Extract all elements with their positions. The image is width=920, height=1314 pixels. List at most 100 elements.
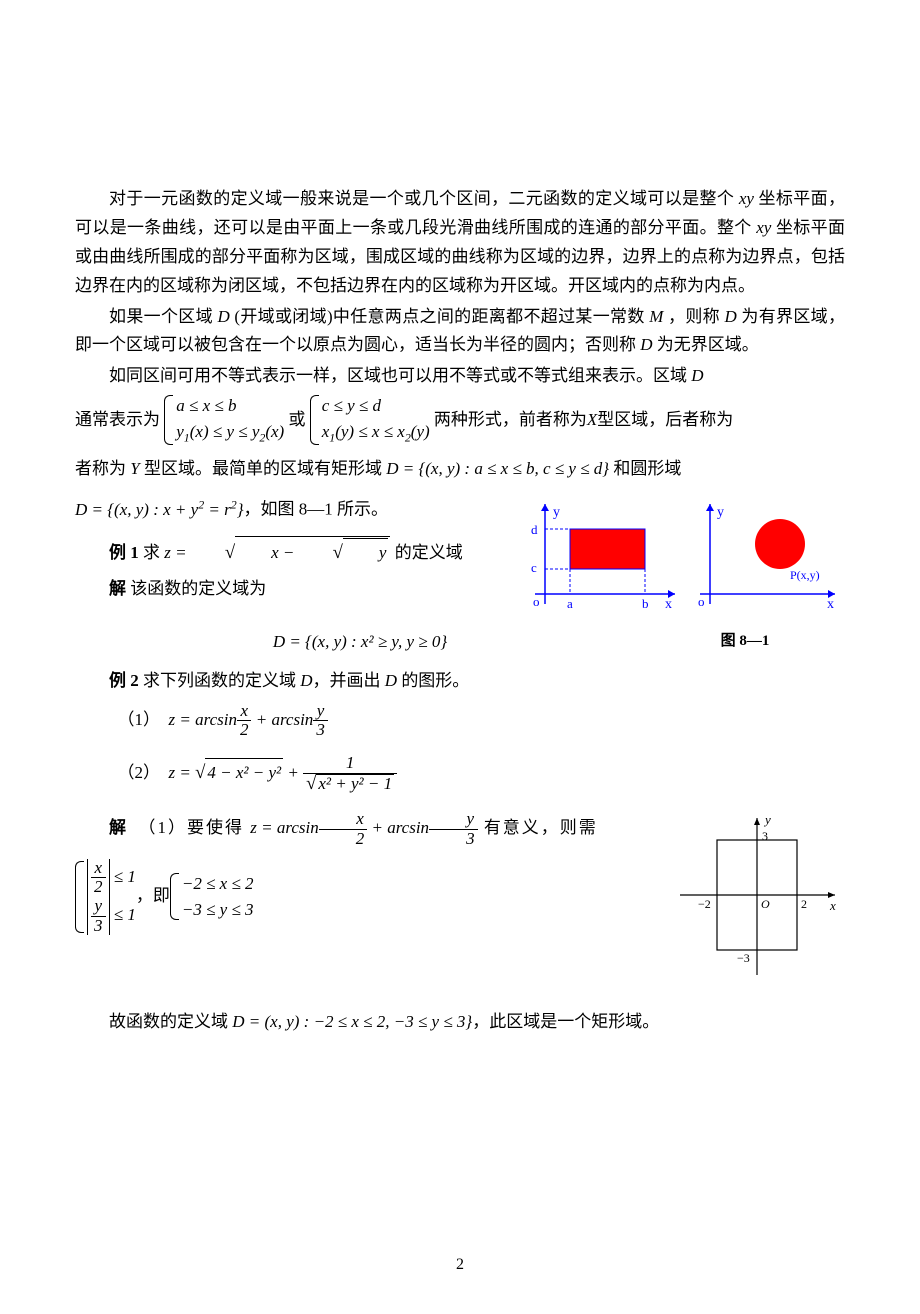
fig-label-O: O xyxy=(761,897,770,911)
paragraph-3a: 如同区间可用不等式表示一样，区域也可以用不等式或不等式组来表示。区域 D xyxy=(75,362,845,391)
ex2-sub2: （2） z = 4 − x² − y² + 1x² + y² − 1 xyxy=(75,754,845,794)
fig-label-o: o xyxy=(533,594,540,609)
text: 者称为 xyxy=(75,459,130,478)
figure-label: 图 8—1 xyxy=(645,629,845,655)
page-number: 2 xyxy=(0,1256,920,1274)
cases-bounds: −2 ≤ x ≤ 2 −3 ≤ y ≤ 3 xyxy=(170,871,254,922)
circ-domain-line: D = {(x, y) : x + y2 = r2}，如图 8—1 所示。 xyxy=(75,494,515,525)
ex1-domain: D = {(x, y) : x² ≥ y, y ≥ 0} xyxy=(75,628,645,657)
math-D: D xyxy=(725,307,737,326)
text: （1）要使得 xyxy=(139,818,251,837)
row-circ-domain: D = {(x, y) : x + y2 = r2}，如图 8—1 所示。 例 … xyxy=(75,494,845,624)
figure-8-1-svg: y x o a b c d y x o xyxy=(525,494,845,614)
math-D: D xyxy=(385,671,397,690)
ex2-1-eq: z = arcsinx2 + arcsiny3 xyxy=(169,710,328,729)
case-row: a ≤ x ≤ b xyxy=(176,393,284,419)
solution-2-1: 解 （1）要使得 z = arcsinx2 + arcsiny3 有意义，则需 xyxy=(75,810,660,848)
fig-label-b: b xyxy=(642,596,649,611)
fig-label-y: y xyxy=(553,505,560,520)
text: ，即 xyxy=(136,882,170,911)
math-Y: Y xyxy=(130,459,139,478)
fig-label-pos2: 2 xyxy=(801,897,807,911)
final-domain: D = (x, y) : −2 ≤ x ≤ 2, −3 ≤ y ≤ 3} xyxy=(232,1012,472,1031)
rect-domain: D = {(x, y) : a ≤ x ≤ b, c ≤ y ≤ d} xyxy=(386,459,609,478)
fig-label-neg3: −3 xyxy=(737,951,750,965)
example-label: 例 1 xyxy=(109,543,139,562)
ex2-sub1: （1） z = arcsinx2 + arcsiny3 xyxy=(75,702,845,740)
text-or: 或 xyxy=(288,406,305,435)
case-row: y3 ≤ 1 xyxy=(87,897,136,935)
fig-label-P: P(x,y) xyxy=(790,568,820,582)
case-row: −2 ≤ x ≤ 2 xyxy=(182,871,254,897)
text: ，并画出 xyxy=(313,671,385,690)
text: 两种形式，前者称为 xyxy=(434,406,587,435)
text: 型区域，后者称为 xyxy=(597,406,733,435)
paragraph-1: 对于一元函数的定义域一般来说是一个或几个区间，二元函数的定义域可以是整个 xy … xyxy=(75,185,845,301)
text: 求 xyxy=(139,543,165,562)
text: 通常表示为 xyxy=(75,406,160,435)
fig-label-pos3: 3 xyxy=(762,829,768,843)
sub-label: （1） xyxy=(118,710,161,729)
example-1: 例 1 求 z = x − y 的定义域 xyxy=(75,536,515,569)
solution-row: 解 （1）要使得 z = arcsinx2 + arcsiny3 有意义，则需 … xyxy=(75,810,845,990)
case-row: −3 ≤ y ≤ 3 xyxy=(182,897,254,923)
text: 的图形。 xyxy=(397,671,469,690)
fig-label-neg2: −2 xyxy=(698,897,711,911)
text: ，此区域是一个矩形域。 xyxy=(472,1012,659,1031)
text: 如同区间可用不等式表示一样，区域也可以用不等式或不等式组来表示。区域 xyxy=(109,366,691,385)
fig-label-d: d xyxy=(531,522,538,537)
case-row: c ≤ y ≤ d xyxy=(322,393,430,419)
math-D: D xyxy=(640,335,652,354)
figure-rect-svg: x y O −2 2 3 −3 xyxy=(670,810,845,980)
figure-rect-domain: x y O −2 2 3 −3 xyxy=(670,810,845,990)
fig-label-y: y xyxy=(717,505,724,520)
text: 求下列函数的定义域 xyxy=(139,671,301,690)
text: 型区域。最简单的区域有矩形域 xyxy=(140,459,387,478)
text: 该函数的定义域为 xyxy=(126,579,266,598)
fig-label-x: x xyxy=(665,597,672,612)
math-X: X xyxy=(587,406,597,435)
fig-label-o: o xyxy=(698,594,705,609)
fig-label-a: a xyxy=(567,596,573,611)
fig-label-c: c xyxy=(531,560,537,575)
text: 的定义域 xyxy=(390,543,462,562)
case-row: x1(y) ≤ x ≤ x2(y) xyxy=(322,419,430,447)
text: ，如图 8—1 所示。 xyxy=(244,500,389,519)
text: 和圆形域 xyxy=(609,459,681,478)
text: 如果一个区域 xyxy=(109,307,218,326)
ex1-equation: z = x − y xyxy=(164,543,390,562)
figure-8-1: y x o a b c d y x o xyxy=(525,494,845,624)
page-content: 对于一元函数的定义域一般来说是一个或几个区间，二元函数的定义域可以是整个 xy … xyxy=(0,0,920,1079)
math-D: D xyxy=(691,366,703,385)
text: 为无界区域。 xyxy=(653,335,759,354)
text: (开域或闭域)中任意两点之间的距离都不超过某一常数 xyxy=(230,307,649,326)
paragraph-2: 如果一个区域 D (开域或闭域)中任意两点之间的距离都不超过某一常数 M ，则称… xyxy=(75,303,845,361)
region-cases-line: 通常表示为 a ≤ x ≤ b y1(x) ≤ y ≤ y2(x) 或 c ≤ … xyxy=(75,393,845,447)
text: ，则称 xyxy=(663,307,724,326)
circ-domain: D = {(x, y) : x + y2 = r2} xyxy=(75,500,244,519)
cases-condition: x2 ≤ 1 y3 ≤ 1 ，即 −2 ≤ x ≤ 2 −3 ≤ y ≤ 3 xyxy=(75,859,660,936)
solution-label: 解 xyxy=(109,579,126,598)
case-row: x2 ≤ 1 xyxy=(87,859,136,897)
text: 对于一元函数的定义域一般来说是一个或几个区间，二元函数的定义域可以是整个 xyxy=(109,189,739,208)
cases-y-type: c ≤ y ≤ d x1(y) ≤ x ≤ x2(y) xyxy=(310,393,430,447)
math-xy: xy xyxy=(739,189,754,208)
ex2-2-eq: z = 4 − x² − y² + 1x² + y² − 1 xyxy=(169,763,398,782)
fig-label-y: y xyxy=(763,812,771,827)
text: 有意义，则需 xyxy=(478,818,598,837)
math-D: D xyxy=(218,307,230,326)
math-xy: xy xyxy=(756,218,771,237)
example-1-sol: 解 该函数的定义域为 xyxy=(75,575,515,604)
eq-repeat: z = arcsinx2 + arcsiny3 xyxy=(250,818,477,837)
paragraph-3c: 者称为 Y 型区域。最简单的区域有矩形域 D = {(x, y) : a ≤ x… xyxy=(75,455,845,484)
math-D: D xyxy=(300,671,312,690)
sub-label: （2） xyxy=(118,763,161,782)
ex1-domain-line: D = {(x, y) : x² ≥ y, y ≥ 0} 图 8—1 xyxy=(75,628,845,657)
cases-abs-frac: x2 ≤ 1 y3 ≤ 1 xyxy=(75,859,136,936)
text: 故函数的定义域 xyxy=(109,1012,232,1031)
fig-label-x: x xyxy=(829,898,836,913)
cases-x-type: a ≤ x ≤ b y1(x) ≤ y ≤ y2(x) xyxy=(164,393,284,447)
case-row: y1(x) ≤ y ≤ y2(x) xyxy=(176,419,284,447)
example-label: 例 2 xyxy=(109,671,139,690)
math-M: M xyxy=(649,307,663,326)
